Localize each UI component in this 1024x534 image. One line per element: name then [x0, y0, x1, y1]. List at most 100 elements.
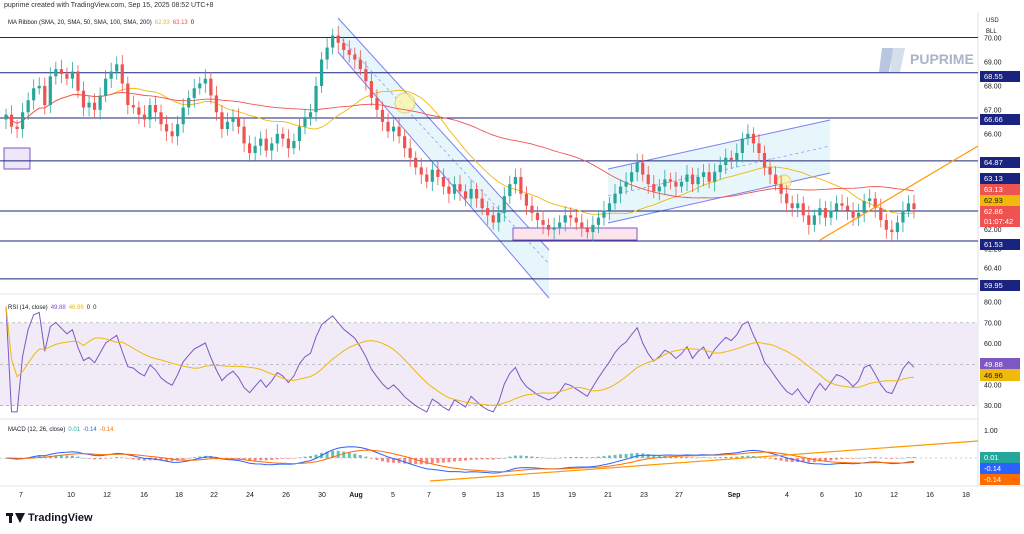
macd-histogram-bar	[901, 457, 905, 459]
macd-histogram-bar	[65, 455, 69, 458]
time-axis[interactable]: 7 10 12 16 18 22 24 26 30 Aug 5 7 9 13 15 19 21 23 27 Sep 4 6…	[19, 492, 970, 499]
candle-body	[724, 157, 728, 165]
candle-body	[713, 172, 717, 182]
brand-watermark: PUPRIME	[879, 48, 974, 72]
time-tick: 10	[854, 492, 862, 499]
price-tick: 69.00	[984, 59, 1002, 66]
candle-body	[668, 179, 672, 182]
macd-histogram-bar	[314, 454, 318, 458]
time-tick: 6	[820, 492, 824, 499]
candle-body	[823, 208, 828, 218]
macd-histogram-bar	[430, 458, 434, 464]
macd-histogram-bar	[707, 457, 711, 459]
time-tick: Aug	[349, 492, 363, 499]
time-tick: 5	[391, 492, 395, 499]
candle-body	[242, 126, 246, 144]
price-labels: 68.55 66.66 64.87 63.13 63.13 62.93 62.8601:07…	[980, 71, 1020, 291]
macd-histogram-bar	[120, 457, 124, 459]
macd-histogram-bar	[104, 458, 108, 459]
candle-body	[375, 97, 379, 110]
macd-histogram-bar	[270, 458, 274, 460]
macd-histogram-bar	[347, 452, 351, 458]
macd-histogram-bar	[873, 457, 877, 458]
rsi-pane: RSI (14, close) 49.88 46.96 0 0 80.00 70.00 60…	[0, 300, 1020, 413]
macd-histogram-bar	[679, 457, 683, 458]
macd-histogram-bar	[536, 457, 540, 458]
rsi-value-badge	[980, 358, 1020, 370]
candle-body	[436, 169, 440, 177]
candle-body	[187, 97, 191, 108]
macd-histogram-bar	[774, 458, 778, 460]
macd-histogram-bar	[380, 458, 384, 462]
price-label-badge	[980, 157, 1020, 168]
candle-body	[890, 229, 894, 233]
price-label-badge	[980, 280, 1020, 291]
candle-body	[81, 90, 86, 108]
candle-body	[862, 200, 866, 213]
macd-histogram-bar	[729, 456, 733, 458]
macd-histogram-bar	[353, 453, 357, 458]
price-label-text: 66.66	[984, 115, 1003, 124]
rsi-legend: RSI (14, close) 49.88 46.96 0 0	[8, 305, 97, 311]
macd-histogram-bar	[87, 458, 91, 459]
macd-histogram-bar	[375, 458, 379, 460]
price-label-badge	[980, 239, 1020, 250]
price-tick: 66.00	[984, 131, 1002, 138]
candle-body	[762, 153, 767, 168]
candle-body	[170, 131, 174, 137]
trading-chart[interactable]: PUPRIME MA Ribbon (SMA, 20, SMA, 50, SMA…	[0, 0, 1024, 510]
candle-body	[419, 167, 423, 175]
tradingview-logo[interactable]: TradingView	[6, 512, 93, 524]
macd-histogram-bar	[447, 458, 451, 463]
macd-histogram-bar	[93, 458, 97, 460]
price-label-badge	[980, 71, 1020, 82]
candle-body	[873, 198, 877, 209]
macd-histogram-bar	[763, 457, 767, 459]
candle-body	[834, 203, 839, 211]
macd-histogram-bar	[469, 458, 473, 460]
support-zone-left	[3, 147, 31, 170]
price-label-text: 63.13	[984, 185, 1003, 194]
candle-body	[441, 176, 445, 187]
candle-body	[98, 95, 102, 110]
candle-body	[486, 208, 490, 216]
price-label-text: 59.95	[984, 281, 1003, 290]
candle-body	[109, 71, 113, 79]
price-label-text: 62.86	[984, 207, 1003, 216]
candle-body	[906, 203, 911, 211]
candle-body	[430, 169, 434, 182]
time-tick: 24	[246, 492, 254, 499]
candle-body	[646, 174, 650, 185]
macd-histogram-bar	[674, 456, 678, 458]
macd-trendline	[429, 440, 979, 482]
time-tick: 23	[640, 492, 648, 499]
macd-histogram-bar	[264, 458, 268, 461]
macd-histogram-bar	[242, 458, 246, 460]
candle-body	[9, 114, 14, 127]
candle-body	[607, 203, 612, 211]
time-tick: 26	[282, 492, 290, 499]
macd-histogram-bar	[331, 450, 335, 458]
candle-body	[596, 217, 601, 225]
macd-histogram-bar	[297, 457, 301, 459]
candle-body	[87, 102, 91, 108]
currency-code: USD	[986, 18, 999, 24]
price-label-badge	[980, 173, 1020, 184]
macd-histogram-bar	[497, 458, 501, 460]
macd-histogram-bar	[441, 458, 445, 463]
macd-histogram-bar	[884, 458, 888, 459]
macd-histogram-bar	[408, 458, 412, 464]
svg-text:1.00: 1.00	[984, 428, 998, 435]
macd-histogram-bar	[696, 457, 700, 458]
macd-histogram-bar	[574, 456, 578, 458]
macd-histogram-bar	[530, 456, 534, 458]
macd-histogram-bar	[906, 457, 910, 458]
candle-body	[37, 85, 41, 89]
candle-body	[845, 205, 850, 211]
horizontal-levels	[0, 36, 978, 280]
macd-histogram-bar	[585, 457, 589, 458]
candle-body	[552, 227, 556, 230]
candle-body	[48, 76, 52, 106]
macd-histogram-bar	[325, 451, 329, 458]
candle-body	[198, 83, 202, 89]
